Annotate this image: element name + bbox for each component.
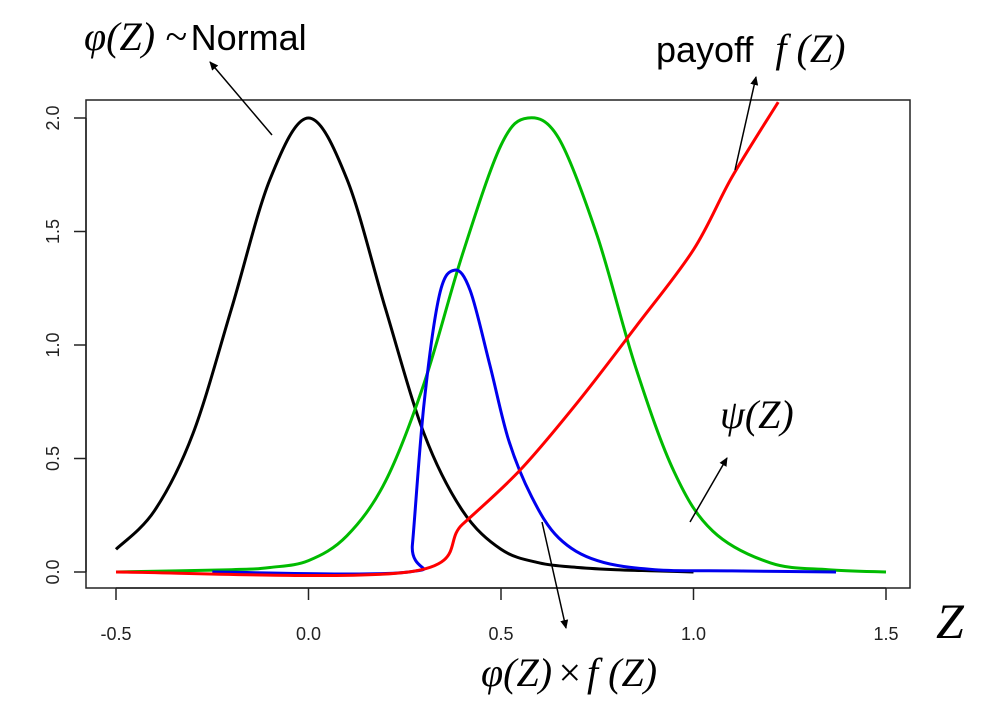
x-axis-label: Z bbox=[936, 593, 965, 649]
annotation-normal-arrow bbox=[209, 61, 273, 136]
annotation-normal-word: Normal bbox=[191, 17, 307, 58]
plot-frame bbox=[85, 99, 911, 589]
y-tick-label: 0.0 bbox=[43, 559, 63, 584]
y-tick-label: 2.0 bbox=[43, 105, 63, 130]
annotation-product: φ(Z) × f (Z) bbox=[481, 650, 657, 695]
annotation-product-math-a: φ(Z) bbox=[481, 650, 552, 695]
y-tick-label: 1.0 bbox=[43, 332, 63, 357]
y-axis: 0.0 0.5 1.0 1.5 2.0 bbox=[43, 105, 87, 585]
series-product bbox=[212, 268, 837, 576]
annotation-payoff-arrow bbox=[734, 76, 759, 171]
series-psi bbox=[115, 116, 887, 574]
annotation-normal-math: φ(Z) bbox=[84, 14, 155, 59]
x-axis: -0.5 0.0 0.5 1.0 1.5 bbox=[100, 587, 899, 644]
y-tick-label: 0.5 bbox=[43, 446, 63, 471]
series-layer bbox=[114, 101, 887, 578]
x-tick-label: -0.5 bbox=[100, 624, 131, 644]
series-payoff bbox=[115, 101, 780, 578]
annotation-normal-tilde: ~ bbox=[155, 14, 187, 59]
annotation-psi: ψ(Z) bbox=[720, 392, 794, 437]
annotation-payoff-math: f (Z) bbox=[775, 26, 845, 71]
annotation-payoff-word: payoff bbox=[656, 29, 754, 70]
series-normal-density bbox=[114, 116, 694, 574]
annotation-payoff: payoff f (Z) bbox=[656, 26, 845, 71]
x-tick-label: 0.5 bbox=[488, 624, 513, 644]
x-tick-label: 0.0 bbox=[296, 624, 321, 644]
x-tick-label: 1.0 bbox=[681, 624, 706, 644]
annotation-product-math-b: f (Z) bbox=[587, 650, 657, 695]
y-tick-label: 1.5 bbox=[43, 219, 63, 244]
annotation-psi-arrow bbox=[689, 457, 728, 523]
annotation-product-arrow bbox=[541, 521, 569, 629]
annotation-product-op: × bbox=[556, 650, 583, 695]
annotation-normal: φ(Z) ~ Normal bbox=[84, 14, 307, 59]
x-tick-label: 1.5 bbox=[873, 624, 898, 644]
